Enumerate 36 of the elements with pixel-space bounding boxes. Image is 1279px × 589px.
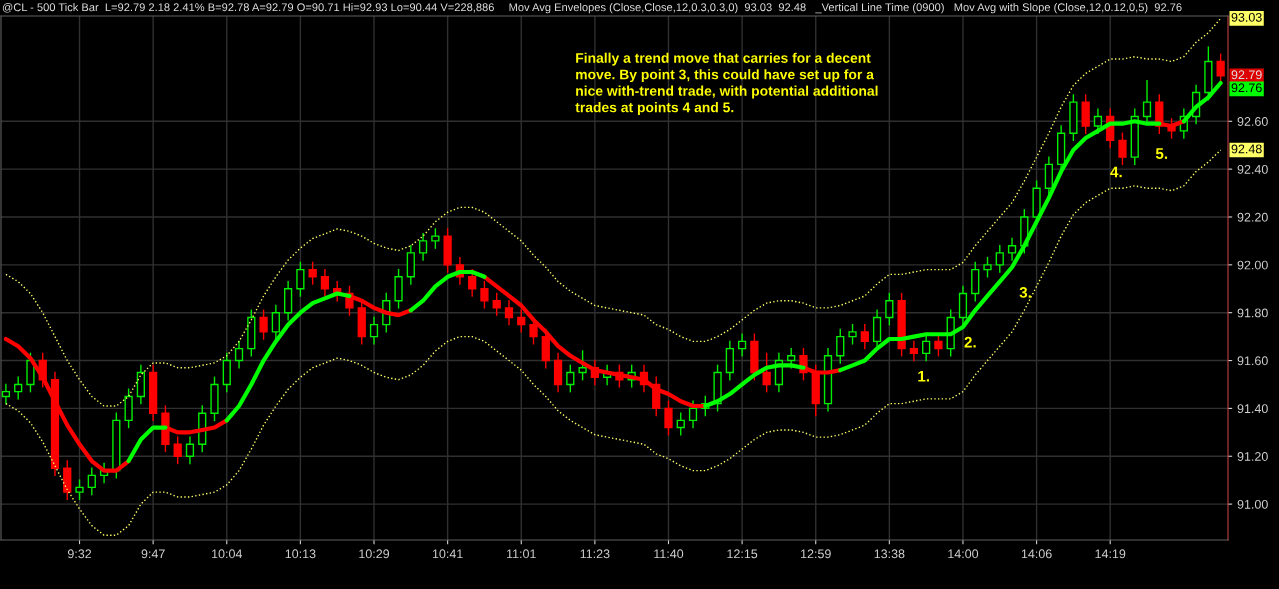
chart-title: @CL - 500 Tick Bar L=92.79 2.18 2.41% B=92.78 A=92.79 O=90.71 Hi=92.93 Lo=90.44 V=228,886: [2, 3, 494, 13]
x-tick-label: 12:59: [801, 549, 831, 559]
data-label: 92.48: [1231, 144, 1262, 154]
chart-subtitle: Mov Avg Envelopes (Close,Close,12,0.3,0.3,0) 93.03 92.48 _Vertical Line Time (0900) Mov Avg with Slope (Close,12,0.12,0,5) 92.76: [509, 3, 1182, 14]
data-label: 92.76: [1231, 83, 1262, 93]
x-tick-label: 9:47: [141, 549, 165, 559]
annotation: 1.: [918, 371, 930, 382]
x-tick-label: 12:15: [727, 549, 758, 559]
annotation: 3.: [1019, 287, 1031, 298]
annotation: 5.: [1155, 148, 1168, 159]
x-tick-label: 14:06: [1021, 549, 1052, 559]
annotation: 4.: [1110, 166, 1122, 178]
y-tick-label: 91.00: [1237, 499, 1268, 509]
x-tick-label: 10:29: [359, 549, 390, 559]
y-tick-label: 91.20: [1237, 452, 1268, 461]
x-tick-label: 13:38: [874, 549, 905, 559]
data-label: 93.03: [1231, 12, 1262, 22]
y-tick-label: 92.00: [1237, 260, 1268, 270]
x-tick-label: 11:40: [654, 549, 684, 559]
y-tick-label: 91.60: [1237, 356, 1268, 366]
y-tick-label: 91.80: [1237, 308, 1268, 318]
x-tick-label: 10:04: [212, 549, 243, 559]
y-tick-label: 92.20: [1237, 212, 1268, 222]
x-tick-label: 14:00: [948, 549, 979, 559]
x-tick-label: 10:41: [432, 549, 463, 559]
x-tick-label: 10:13: [285, 549, 316, 559]
annotation: 92.79: [1231, 70, 1262, 80]
x-tick-label: 11:01: [507, 549, 536, 559]
y-tick-label: 92.60: [1237, 117, 1268, 126]
x-tick-label: 9:32: [67, 549, 92, 559]
x-tick-label: 14:19: [1095, 549, 1126, 559]
y-tick-label: 92.40: [1237, 164, 1268, 174]
annotation: Finally a trend move that carries for a decent move. By point 3, this could have set up for a nice with-trend trade, with potential additional trades at points 4 and 5.: [575, 52, 878, 116]
y-tick-label: 91.40: [1237, 404, 1268, 414]
x-tick-label: 11:23: [580, 549, 610, 559]
annotation: 2.: [964, 336, 976, 348]
